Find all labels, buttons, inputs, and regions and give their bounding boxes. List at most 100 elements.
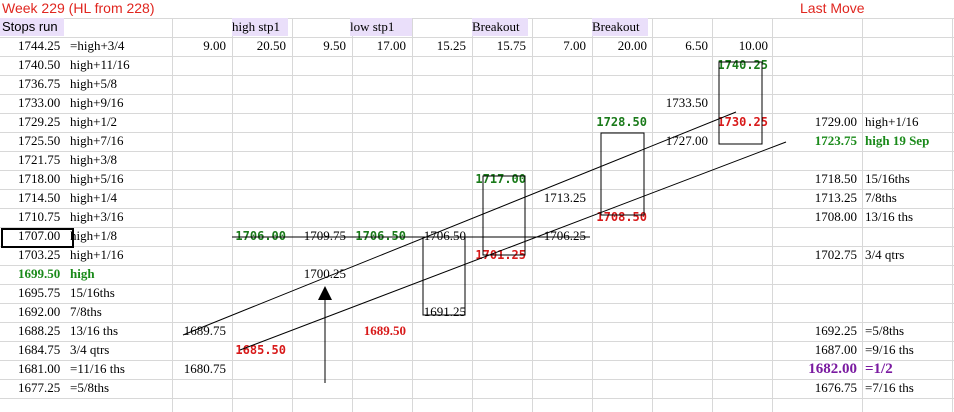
- right-label: high+1/16: [865, 114, 919, 129]
- header-breakout-1: Breakout: [472, 18, 528, 36]
- right-price: 1676.75: [814, 380, 857, 395]
- grid-value-cell: 1689.75: [183, 323, 226, 338]
- grid-value-cell: 1728.50: [596, 115, 647, 129]
- gridline-h: [0, 398, 954, 399]
- top-value-cell: 20.00: [617, 38, 647, 53]
- right-price: 1692.25: [814, 323, 857, 338]
- gridline-h: [0, 227, 954, 228]
- gridline-h: [0, 37, 954, 38]
- header-high-stp1: high stp1: [232, 18, 288, 36]
- gridline-v: [952, 18, 953, 412]
- level-label: high+1/8: [70, 228, 118, 243]
- grid-value-cell: 1689.50: [363, 323, 406, 338]
- right-price: 1708.00: [814, 209, 857, 224]
- arrow-up-icon: [318, 286, 332, 300]
- right-price: 1729.00: [814, 114, 857, 129]
- top-value-cell: 9.00: [203, 38, 226, 53]
- right-price: 1718.50: [814, 171, 857, 186]
- level-label: high+3/16: [70, 209, 124, 224]
- gridline-v: [472, 18, 473, 412]
- level-price: 1692.00: [18, 304, 61, 319]
- right-label: =7/16 ths: [865, 380, 914, 395]
- level-label: high+1/2: [70, 114, 118, 129]
- box-3: [600, 132, 645, 216]
- gridline-v: [772, 18, 773, 412]
- last-move-label: Last Move: [800, 0, 865, 16]
- grid-value-cell: 1706.25: [543, 228, 586, 243]
- top-value-cell: 15.25: [436, 38, 466, 53]
- level-price: 1703.25: [18, 247, 61, 262]
- gridline-v: [652, 18, 653, 412]
- gridline-v: [862, 18, 863, 412]
- gridline-h: [0, 94, 954, 95]
- level-label: high+5/8: [70, 76, 118, 91]
- gridline-h: [0, 284, 954, 285]
- level-price: 1707.00: [18, 228, 61, 243]
- gridline-h: [0, 189, 954, 190]
- level-price: 1736.75: [18, 76, 61, 91]
- top-value-cell: 17.00: [376, 38, 406, 53]
- level-label: =11/16 ths: [70, 361, 125, 376]
- level-label: high+1/4: [70, 190, 118, 205]
- right-price: 1702.75: [814, 247, 857, 262]
- gridline-h: [0, 208, 954, 209]
- gridline-h: [0, 379, 954, 380]
- level-price: 1729.25: [18, 114, 61, 129]
- header-stops-run: Stops run: [0, 18, 64, 36]
- lower-trend-line: [239, 141, 787, 351]
- grid-value-cell: 1727.00: [665, 133, 708, 148]
- right-label: =5/8ths: [865, 323, 905, 338]
- gridline-v: [292, 18, 293, 412]
- gridline-v: [712, 18, 713, 412]
- level-price: 1684.75: [18, 342, 61, 357]
- level-price: 1714.50: [18, 190, 61, 205]
- gridline-h: [0, 56, 954, 57]
- grid-value-cell: 1706.50: [355, 229, 406, 243]
- top-value-cell: 7.00: [563, 38, 586, 53]
- grid-value-cell: 1733.50: [665, 95, 708, 110]
- top-value-cell: 6.50: [685, 38, 708, 53]
- level-price: 1725.50: [18, 133, 61, 148]
- selected-cell-outline[interactable]: [1, 228, 74, 248]
- level-price: 1699.50: [18, 266, 61, 281]
- level-price: 1710.75: [18, 209, 61, 224]
- gridline-v: [532, 18, 533, 412]
- grid-value-cell: 1706.50: [423, 228, 466, 243]
- header-low-stp1: low stp1: [350, 18, 412, 36]
- box-1: [422, 236, 466, 316]
- level-label: =5/8ths: [70, 380, 110, 395]
- right-label: 13/16 ths: [865, 209, 914, 224]
- level-label: 13/16 ths: [70, 323, 119, 338]
- right-label: =9/16 ths: [865, 342, 914, 357]
- box-2: [482, 175, 526, 256]
- level-label: high+9/16: [70, 95, 124, 110]
- gridline-h: [0, 75, 954, 76]
- level-label: high+7/16: [70, 133, 124, 148]
- right-price: 1713.25: [814, 190, 857, 205]
- level-label: 15/16ths: [70, 285, 115, 300]
- grid-value-cell: 1713.25: [543, 190, 586, 205]
- level-price: 1733.00: [18, 95, 61, 110]
- header-breakout-2: Breakout: [592, 18, 648, 36]
- level-price: 1740.50: [18, 57, 61, 72]
- level-label: high+11/16: [70, 57, 130, 72]
- level-label: high+1/16: [70, 247, 124, 262]
- grid-value-cell: 1730.25: [717, 115, 768, 129]
- level-price: 1721.75: [18, 152, 61, 167]
- right-label: =1/2: [865, 361, 893, 377]
- gridline-h: [0, 341, 954, 342]
- gridline-h: [0, 246, 954, 247]
- level-label: =high+3/4: [70, 38, 125, 53]
- right-label: high 19 Sep: [865, 133, 930, 148]
- top-value-cell: 20.50: [256, 38, 286, 53]
- top-value-cell: 9.50: [323, 38, 346, 53]
- right-price: 1723.75: [814, 133, 857, 148]
- gridline-v: [412, 18, 413, 412]
- right-price: 1687.00: [814, 342, 857, 357]
- level-label: high+5/16: [70, 171, 124, 186]
- level-label: 3/4 qtrs: [70, 342, 110, 357]
- upper-trend-line: [182, 111, 737, 336]
- level-label: high+3/8: [70, 152, 118, 167]
